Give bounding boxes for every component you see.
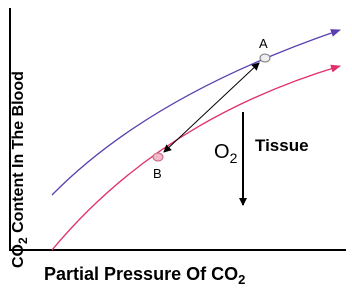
tissue-label: Tissue — [255, 136, 309, 155]
y-label-prefix: CO — [10, 244, 27, 268]
point-label: A — [259, 36, 268, 51]
upper-curve — [51, 29, 341, 196]
y-label-rest: Content In The Blood — [10, 71, 27, 237]
point-label: B — [153, 166, 162, 181]
x-label-prefix: Partial Pressure Of — [44, 264, 211, 284]
x-axis-label: Partial Pressure Of CO2 — [44, 264, 245, 287]
o2-main: O — [214, 141, 230, 163]
point-b — [152, 152, 164, 162]
y-axis-label: CO2 Content In The Blood — [10, 71, 30, 268]
y-label-sub: 2 — [16, 237, 30, 244]
x-label-sub: 2 — [238, 272, 245, 287]
o2-label: O2 — [214, 141, 238, 166]
double-arrow — [163, 62, 260, 153]
o2-sub: 2 — [230, 150, 238, 166]
x-label-main: CO — [211, 264, 238, 284]
lower-curve — [51, 64, 341, 251]
point-a — [259, 53, 271, 63]
